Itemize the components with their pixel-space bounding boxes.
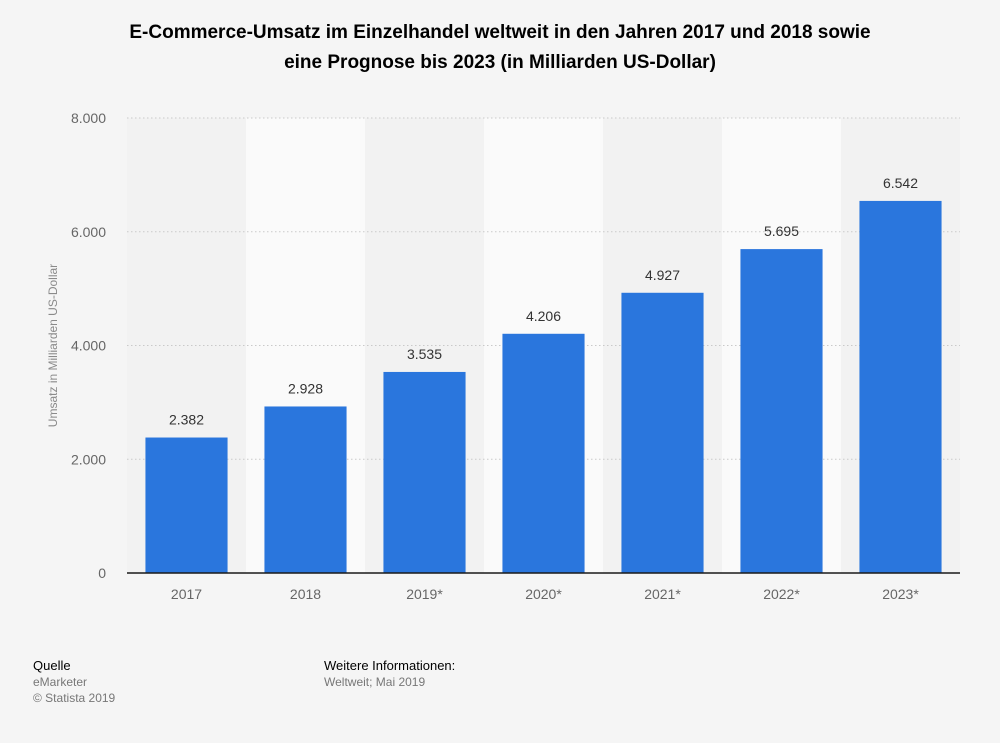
y-tick-label: 8.000 — [71, 110, 106, 126]
bar-2023[interactable] — [859, 200, 942, 573]
info-line: Weltweit; Mai 2019 — [324, 675, 426, 689]
y-tick-label: 4.000 — [71, 338, 106, 354]
x-tick-label: 2022* — [763, 586, 800, 602]
data-label: 2.928 — [288, 380, 323, 396]
info-heading: Weitere Informationen: — [324, 658, 456, 673]
bar-2017[interactable] — [145, 437, 228, 573]
data-labels: 2.382 2.928 3.535 4.206 4.927 5.695 6.542 — [169, 175, 918, 428]
x-tick-label: 2020* — [525, 586, 562, 602]
x-tick-label: 2018 — [290, 586, 321, 602]
x-tick-label: 2019* — [406, 586, 443, 602]
y-tick-label: 6.000 — [71, 224, 106, 240]
x-tick-label: 2017 — [171, 586, 202, 602]
bar-2022[interactable] — [740, 249, 823, 574]
data-label: 3.535 — [407, 346, 442, 362]
chart-title: E-Commerce-Umsatz im Einzelhandel weltwe… — [40, 18, 960, 78]
y-tick-label: 0 — [98, 565, 106, 581]
data-label: 2.382 — [169, 412, 204, 428]
x-tick-label: 2023* — [882, 586, 919, 602]
bar-2021[interactable] — [621, 292, 704, 573]
y-axis-ticks: 0 2.000 4.000 6.000 8.000 — [71, 110, 106, 581]
x-tick-label: 2021* — [644, 586, 681, 602]
y-tick-label: 2.000 — [71, 451, 106, 467]
x-axis-ticks: 2017 2018 2019* 2020* 2021* 2022* 2023* — [171, 586, 919, 602]
bar-2019[interactable] — [383, 371, 466, 573]
chart-title-line-2: eine Prognose bis 2023 (in Milliarden US… — [284, 52, 716, 73]
bar-2020[interactable] — [502, 333, 585, 573]
y-axis-label: Umsatz in Milliarden US-Dollar — [46, 264, 60, 427]
source-line[interactable]: eMarketer — [33, 675, 88, 689]
copyright-line: © Statista 2019 — [33, 691, 116, 705]
data-label: 6.542 — [883, 175, 918, 191]
chart-title-line-1: E-Commerce-Umsatz im Einzelhandel weltwe… — [129, 22, 871, 43]
bar-2018[interactable] — [264, 406, 347, 573]
source-heading: Quelle — [33, 658, 71, 673]
data-label: 4.927 — [645, 267, 680, 283]
bars — [145, 200, 942, 574]
info-block: Weitere Informationen: Weltweit; Mai 201… — [324, 658, 455, 690]
data-label: 5.695 — [764, 223, 799, 239]
data-label: 4.206 — [526, 308, 561, 324]
source-block: Quelle eMarketer © Statista 2019 — [33, 658, 115, 706]
